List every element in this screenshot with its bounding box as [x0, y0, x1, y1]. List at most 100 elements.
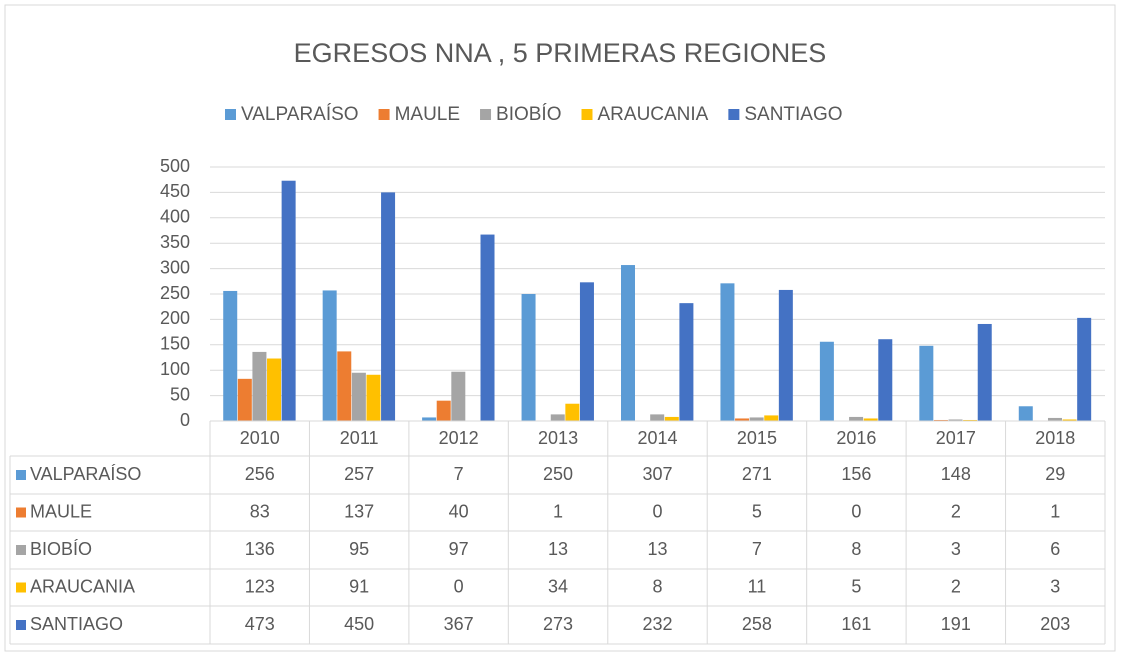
table-row-label: ARAUCANIA — [30, 576, 135, 596]
table-legend-key — [16, 545, 26, 555]
table-value: 307 — [642, 464, 672, 484]
bar — [778, 289, 793, 421]
y-tick-label: 500 — [160, 156, 190, 176]
legend-label: MAULE — [395, 104, 460, 125]
table-value: 13 — [647, 539, 667, 559]
table-value: 191 — [941, 614, 971, 634]
y-tick-label: 250 — [160, 283, 190, 303]
bar — [1077, 317, 1092, 421]
bar — [1018, 406, 1033, 421]
bar — [480, 234, 495, 421]
table-value: 367 — [444, 614, 474, 634]
table-value: 34 — [548, 576, 568, 596]
table-value: 156 — [841, 464, 871, 484]
table-value: 0 — [454, 576, 464, 596]
x-tick-label: 2013 — [538, 428, 578, 448]
y-tick-label: 100 — [160, 359, 190, 379]
bar — [237, 378, 252, 421]
table-value: 13 — [548, 539, 568, 559]
table-value: 250 — [543, 464, 573, 484]
y-tick-label: 400 — [160, 207, 190, 227]
x-tick-label: 2017 — [936, 428, 976, 448]
bar — [933, 419, 948, 421]
table-legend-key — [16, 507, 26, 518]
x-tick-label: 2018 — [1035, 428, 1075, 448]
y-tick-label: 300 — [160, 257, 190, 277]
bar — [735, 418, 750, 421]
table-value: 1 — [1050, 501, 1060, 521]
legend-key — [225, 109, 236, 120]
legend-key — [480, 109, 492, 120]
x-tick-label: 2014 — [637, 428, 677, 448]
table-value: 271 — [742, 464, 772, 484]
table-value: 8 — [652, 576, 662, 596]
bar — [679, 303, 694, 421]
table-value: 29 — [1045, 464, 1065, 484]
bar — [521, 294, 536, 421]
bar — [819, 341, 834, 421]
bar — [422, 417, 437, 421]
bar — [223, 290, 238, 421]
table-value: 0 — [851, 501, 861, 521]
table-value: 97 — [449, 539, 469, 559]
bar — [650, 414, 665, 421]
table-legend-key — [16, 470, 26, 480]
table-row-label: BIOBÍO — [30, 539, 92, 559]
bar — [977, 323, 992, 421]
table-value: 161 — [841, 614, 871, 634]
table-value: 3 — [951, 539, 961, 559]
x-tick-label: 2011 — [340, 428, 379, 448]
y-tick-label: 350 — [160, 232, 190, 252]
bar — [621, 265, 635, 421]
legend-label: ARAUCANIA — [598, 104, 709, 125]
legend-label: SANTIAGO — [744, 104, 842, 125]
table-value: 148 — [941, 464, 971, 484]
bar — [267, 358, 282, 421]
y-tick-label: 200 — [160, 308, 190, 328]
y-tick-label: 50 — [170, 384, 190, 404]
bar — [436, 400, 451, 421]
table-value: 91 — [349, 576, 369, 596]
bar — [764, 415, 779, 421]
bar — [337, 351, 352, 421]
legend-label: VALPARAÍSO — [241, 104, 359, 125]
y-tick-label: 0 — [180, 410, 190, 430]
bar — [565, 403, 580, 421]
table-value: 7 — [454, 464, 464, 484]
table-row-label: VALPARAÍSO — [30, 464, 141, 484]
table-value: 3 — [1050, 576, 1060, 596]
table-value: 203 — [1040, 614, 1070, 634]
table-value: 83 — [250, 501, 270, 521]
table-value: 273 — [543, 614, 573, 634]
table-value: 6 — [1050, 539, 1060, 559]
table-legend-key — [16, 620, 26, 630]
table-row-label: MAULE — [30, 501, 92, 521]
bar — [919, 345, 934, 421]
x-tick-label: 2010 — [240, 428, 280, 448]
chart-title: EGRESOS NNA , 5 PRIMERAS REGIONES — [294, 38, 827, 68]
table-value: 40 — [449, 501, 469, 521]
table-value: 95 — [349, 539, 369, 559]
bar — [281, 180, 296, 421]
bar — [863, 418, 878, 421]
bar — [351, 372, 366, 421]
bar — [381, 192, 396, 421]
bar — [1062, 419, 1077, 421]
table-value: 8 — [851, 539, 861, 559]
table-value: 5 — [752, 501, 762, 521]
table-value: 473 — [245, 614, 275, 634]
table-legend-key — [16, 582, 26, 593]
table-value: 123 — [245, 576, 275, 596]
legend-key — [581, 109, 593, 120]
table-value: 136 — [245, 539, 275, 559]
x-tick-label: 2012 — [439, 428, 479, 448]
bar — [550, 414, 565, 421]
bar — [963, 419, 978, 421]
table-value: 11 — [748, 576, 767, 596]
table-value: 257 — [344, 464, 374, 484]
bar — [749, 417, 764, 421]
table-value: 232 — [642, 614, 672, 634]
table-value: 0 — [652, 501, 662, 521]
bar — [720, 283, 735, 421]
